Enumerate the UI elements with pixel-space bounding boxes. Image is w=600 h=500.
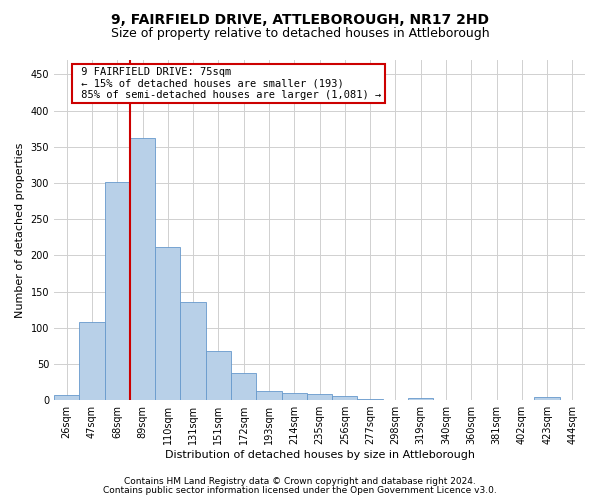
Bar [206, 351, 231, 400]
Bar [358, 398, 383, 400]
Bar [130, 138, 155, 400]
Text: Contains public sector information licensed under the Open Government Licence v3: Contains public sector information licen… [103, 486, 497, 495]
Bar [332, 396, 358, 400]
Text: 9 FAIRFIELD DRIVE: 75sqm
 ← 15% of detached houses are smaller (193)
 85% of sem: 9 FAIRFIELD DRIVE: 75sqm ← 15% of detach… [75, 67, 382, 100]
Bar [231, 374, 256, 400]
Text: Size of property relative to detached houses in Attleborough: Size of property relative to detached ho… [110, 28, 490, 40]
Bar [281, 393, 307, 400]
Bar [181, 302, 206, 400]
Bar [54, 395, 79, 400]
Bar [307, 394, 332, 400]
X-axis label: Distribution of detached houses by size in Attleborough: Distribution of detached houses by size … [164, 450, 475, 460]
Bar [535, 397, 560, 400]
Text: 9, FAIRFIELD DRIVE, ATTLEBOROUGH, NR17 2HD: 9, FAIRFIELD DRIVE, ATTLEBOROUGH, NR17 2… [111, 12, 489, 26]
Bar [79, 322, 104, 400]
Bar [104, 182, 130, 400]
Text: Contains HM Land Registry data © Crown copyright and database right 2024.: Contains HM Land Registry data © Crown c… [124, 477, 476, 486]
Y-axis label: Number of detached properties: Number of detached properties [15, 142, 25, 318]
Bar [408, 398, 433, 400]
Bar [155, 246, 181, 400]
Bar [256, 390, 281, 400]
